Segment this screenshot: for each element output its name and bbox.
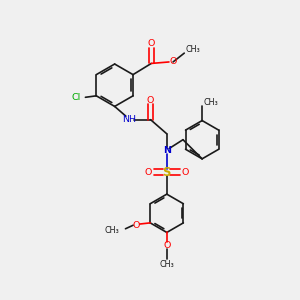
Text: O: O <box>144 168 152 177</box>
Text: O: O <box>132 221 140 230</box>
Text: CH₃: CH₃ <box>204 98 218 107</box>
Text: CH₃: CH₃ <box>159 260 174 269</box>
Text: S: S <box>163 166 171 178</box>
Text: O: O <box>182 168 189 177</box>
Text: N: N <box>163 146 171 155</box>
Text: O: O <box>163 241 170 250</box>
Text: CH₃: CH₃ <box>104 226 119 235</box>
Text: CH₃: CH₃ <box>186 45 200 54</box>
Text: Cl: Cl <box>71 93 80 102</box>
Text: O: O <box>169 58 177 67</box>
Text: O: O <box>147 96 154 105</box>
Text: NH: NH <box>122 115 136 124</box>
Text: O: O <box>148 40 155 49</box>
